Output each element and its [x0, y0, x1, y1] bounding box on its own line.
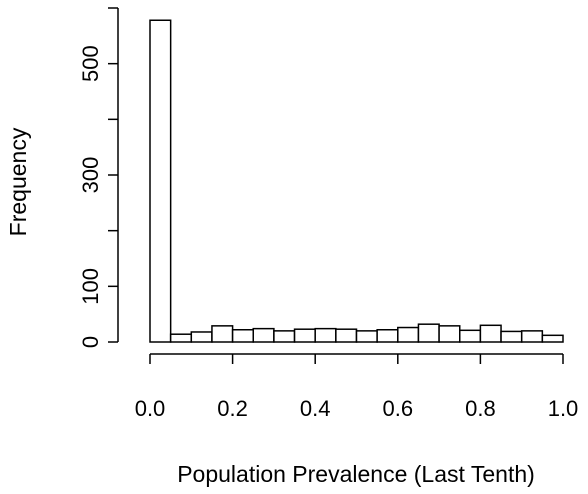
x-tick-label-0: 0.0: [135, 396, 166, 421]
histogram-bar-4: [233, 330, 254, 342]
y-tick-label-3: 500: [78, 45, 103, 82]
histogram-bar-3: [212, 326, 233, 342]
y-tick-label-1: 100: [78, 268, 103, 305]
histogram-bar-0: [150, 20, 171, 342]
histogram-bars: [150, 20, 563, 342]
y-tick-label-0: 0: [78, 336, 103, 348]
histogram-bar-17: [501, 331, 522, 342]
x-tick-label-2: 0.4: [300, 396, 331, 421]
histogram-bar-14: [439, 326, 460, 342]
x-axis-title: Population Prevalence (Last Tenth): [177, 461, 535, 487]
x-tick-label-1: 0.2: [217, 396, 248, 421]
histogram-bar-18: [522, 331, 543, 342]
histogram-bar-19: [542, 335, 563, 342]
histogram-bar-8: [315, 329, 336, 342]
histogram-bar-12: [398, 328, 419, 342]
histogram-bar-15: [460, 330, 481, 342]
histogram-bar-1: [171, 334, 192, 342]
histogram-bar-2: [191, 332, 212, 342]
y-axis: 0 100 300 500: [78, 8, 118, 348]
histogram-bar-5: [253, 329, 274, 342]
x-tick-label-4: 0.8: [465, 396, 496, 421]
x-tick-label-5: 1.0: [548, 396, 579, 421]
histogram-bar-11: [377, 330, 398, 342]
histogram-bar-10: [357, 331, 378, 342]
histogram-bar-7: [295, 329, 316, 342]
histogram-bar-13: [418, 324, 439, 342]
x-axis: 0.0 0.2 0.4 0.6 0.8 1.0: [135, 354, 579, 421]
y-axis-title: Frequency: [5, 127, 31, 236]
histogram-bar-6: [274, 331, 295, 342]
histogram-bar-16: [480, 325, 501, 342]
histogram-bar-9: [336, 329, 357, 342]
x-tick-label-3: 0.6: [383, 396, 414, 421]
y-tick-label-2: 300: [78, 157, 103, 194]
